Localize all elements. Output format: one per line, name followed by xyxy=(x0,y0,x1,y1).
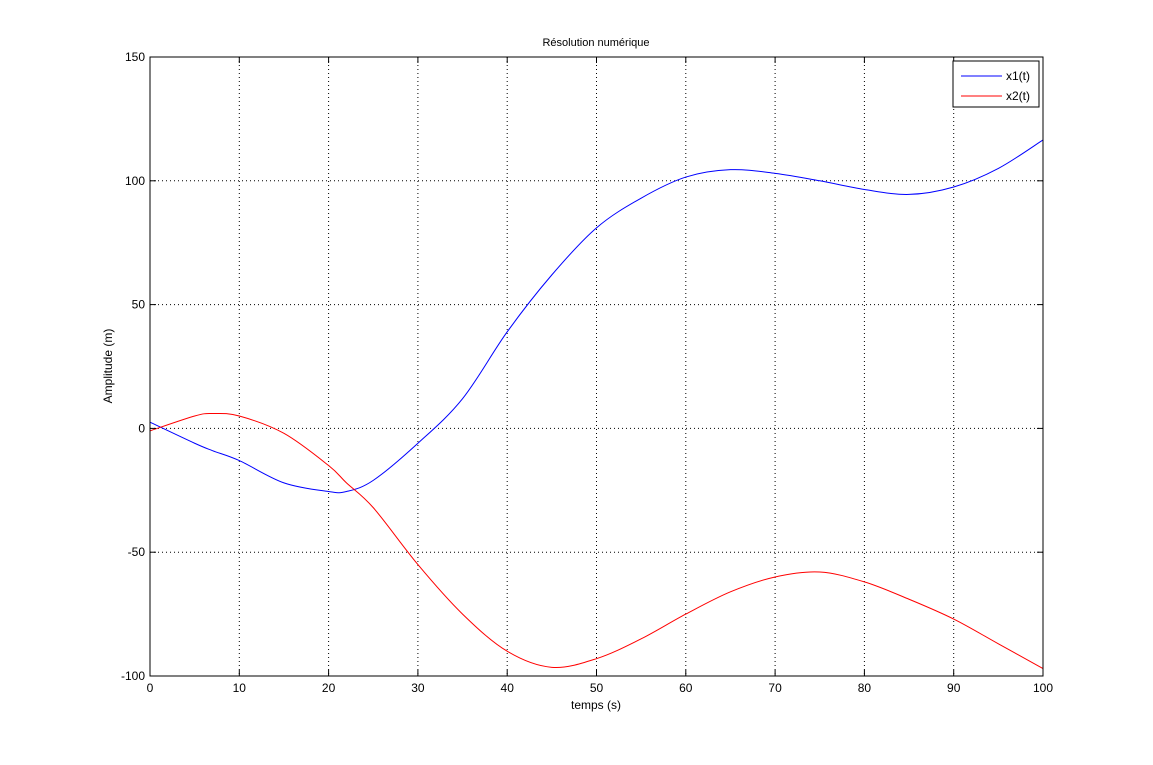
x-tick-label: 10 xyxy=(233,681,247,695)
x-tick-label: 80 xyxy=(858,681,872,695)
x-tick-label: 70 xyxy=(768,681,782,695)
legend-label: x1(t) xyxy=(1006,69,1030,83)
grid xyxy=(150,57,1043,676)
y-axis-label: Amplitude (m) xyxy=(101,329,115,404)
y-tick-label: 100 xyxy=(125,174,145,188)
y-tick-label: 0 xyxy=(138,421,145,435)
y-tick-label: -50 xyxy=(128,545,146,559)
y-tick-label: 50 xyxy=(132,298,146,312)
x-tick-label: 40 xyxy=(501,681,515,695)
legend: x1(t) x2(t) xyxy=(952,60,1040,108)
x-tick-label: 20 xyxy=(322,681,336,695)
y-tick-label: -100 xyxy=(121,669,145,683)
y-tick-label: 150 xyxy=(125,50,145,64)
x-tick-label: 0 xyxy=(147,681,154,695)
series-lines xyxy=(149,139,1044,670)
x-tick-label: 60 xyxy=(679,681,693,695)
ticks: 0 10 20 30 40 50 60 70 80 90 100 -100 -50 0 50 100 150 xyxy=(121,50,1053,695)
series-line-x2t xyxy=(149,412,1044,670)
x-tick-label: 30 xyxy=(411,681,425,695)
x-tick-label: 100 xyxy=(1033,681,1053,695)
legend-box xyxy=(952,60,1040,108)
x-tick-label: 90 xyxy=(947,681,961,695)
x-tick-label: 50 xyxy=(590,681,604,695)
legend-label: x2(t) xyxy=(1006,89,1030,103)
series-line-x1t xyxy=(149,139,1044,494)
x-axis-label: temps (s) xyxy=(571,698,621,712)
chart-title: Résolution numérique xyxy=(542,37,649,49)
